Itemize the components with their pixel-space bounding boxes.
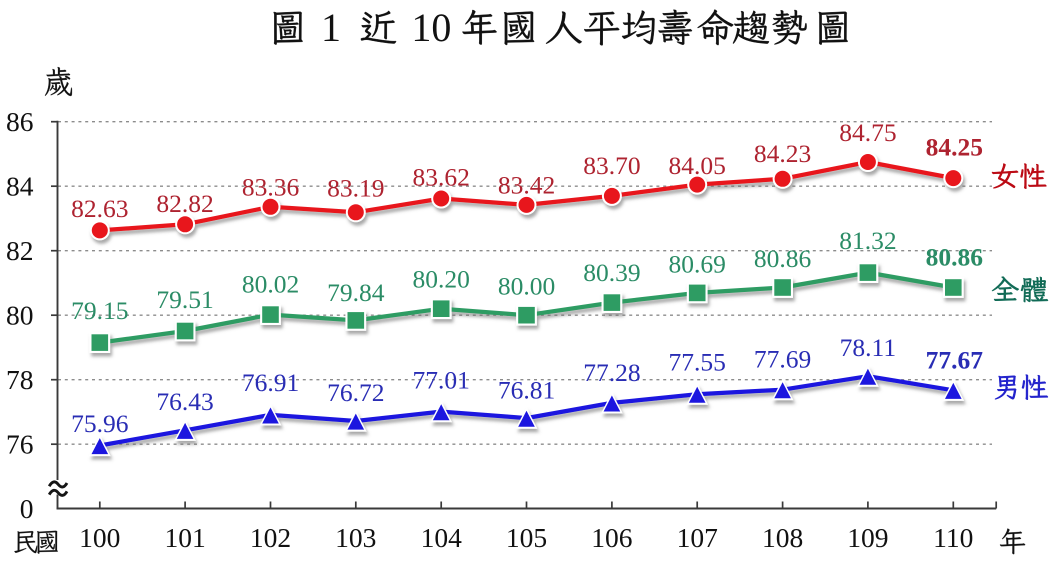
svg-text:0: 0 xyxy=(20,493,34,524)
svg-text:107: 107 xyxy=(677,522,718,553)
svg-text:80.39: 80.39 xyxy=(583,258,640,287)
svg-text:80.02: 80.02 xyxy=(242,270,299,299)
svg-text:77.69: 77.69 xyxy=(754,344,811,373)
svg-text:108: 108 xyxy=(762,522,803,553)
svg-text:77.28: 77.28 xyxy=(583,358,640,387)
svg-text:79.15: 79.15 xyxy=(71,296,128,325)
svg-text:102: 102 xyxy=(250,522,291,553)
svg-text:84.75: 84.75 xyxy=(839,118,896,147)
svg-text:80.00: 80.00 xyxy=(498,271,555,300)
svg-text:109: 109 xyxy=(847,522,888,553)
svg-text:100: 100 xyxy=(79,522,120,553)
svg-text:78.11: 78.11 xyxy=(840,333,896,362)
svg-text:79.84: 79.84 xyxy=(327,278,385,307)
svg-text:84: 84 xyxy=(6,171,34,202)
svg-text:77.67: 77.67 xyxy=(926,346,984,375)
svg-text:76.72: 76.72 xyxy=(327,378,384,407)
svg-text:75.96: 75.96 xyxy=(71,409,128,438)
svg-text:83.19: 83.19 xyxy=(327,174,384,203)
svg-text:106: 106 xyxy=(591,522,632,553)
svg-text:84.05: 84.05 xyxy=(669,151,726,180)
svg-text:83.36: 83.36 xyxy=(242,173,299,202)
svg-text:77.01: 77.01 xyxy=(413,366,470,395)
svg-text:80.86: 80.86 xyxy=(754,244,811,273)
svg-text:82: 82 xyxy=(6,235,34,266)
svg-text:110: 110 xyxy=(933,522,973,553)
svg-text:80: 80 xyxy=(6,300,34,331)
svg-text:79.51: 79.51 xyxy=(156,285,213,314)
svg-text:78: 78 xyxy=(6,364,34,395)
svg-text:1: 1 xyxy=(321,5,341,50)
svg-text:10: 10 xyxy=(411,5,451,50)
svg-text:84.25: 84.25 xyxy=(926,133,983,162)
svg-text:76.81: 76.81 xyxy=(498,375,555,404)
svg-text:80.69: 80.69 xyxy=(669,249,726,278)
svg-text:76.91: 76.91 xyxy=(242,368,299,397)
svg-text:83.70: 83.70 xyxy=(583,151,640,180)
svg-text:103: 103 xyxy=(335,522,376,553)
svg-text:80.86: 80.86 xyxy=(926,243,983,272)
svg-text:76: 76 xyxy=(6,429,34,460)
svg-text:84.23: 84.23 xyxy=(754,139,811,168)
svg-text:77.55: 77.55 xyxy=(669,347,726,376)
svg-text:76.43: 76.43 xyxy=(156,387,213,416)
svg-text:83.62: 83.62 xyxy=(413,162,470,191)
svg-text:82.82: 82.82 xyxy=(156,189,213,218)
svg-text:81.32: 81.32 xyxy=(839,226,896,255)
svg-text:105: 105 xyxy=(506,522,547,553)
svg-text:104: 104 xyxy=(421,522,463,553)
svg-text:82.63: 82.63 xyxy=(71,194,128,223)
svg-text:86: 86 xyxy=(6,106,34,137)
svg-text:83.42: 83.42 xyxy=(498,171,555,200)
svg-text:101: 101 xyxy=(164,522,205,553)
svg-text:80.20: 80.20 xyxy=(413,265,470,294)
